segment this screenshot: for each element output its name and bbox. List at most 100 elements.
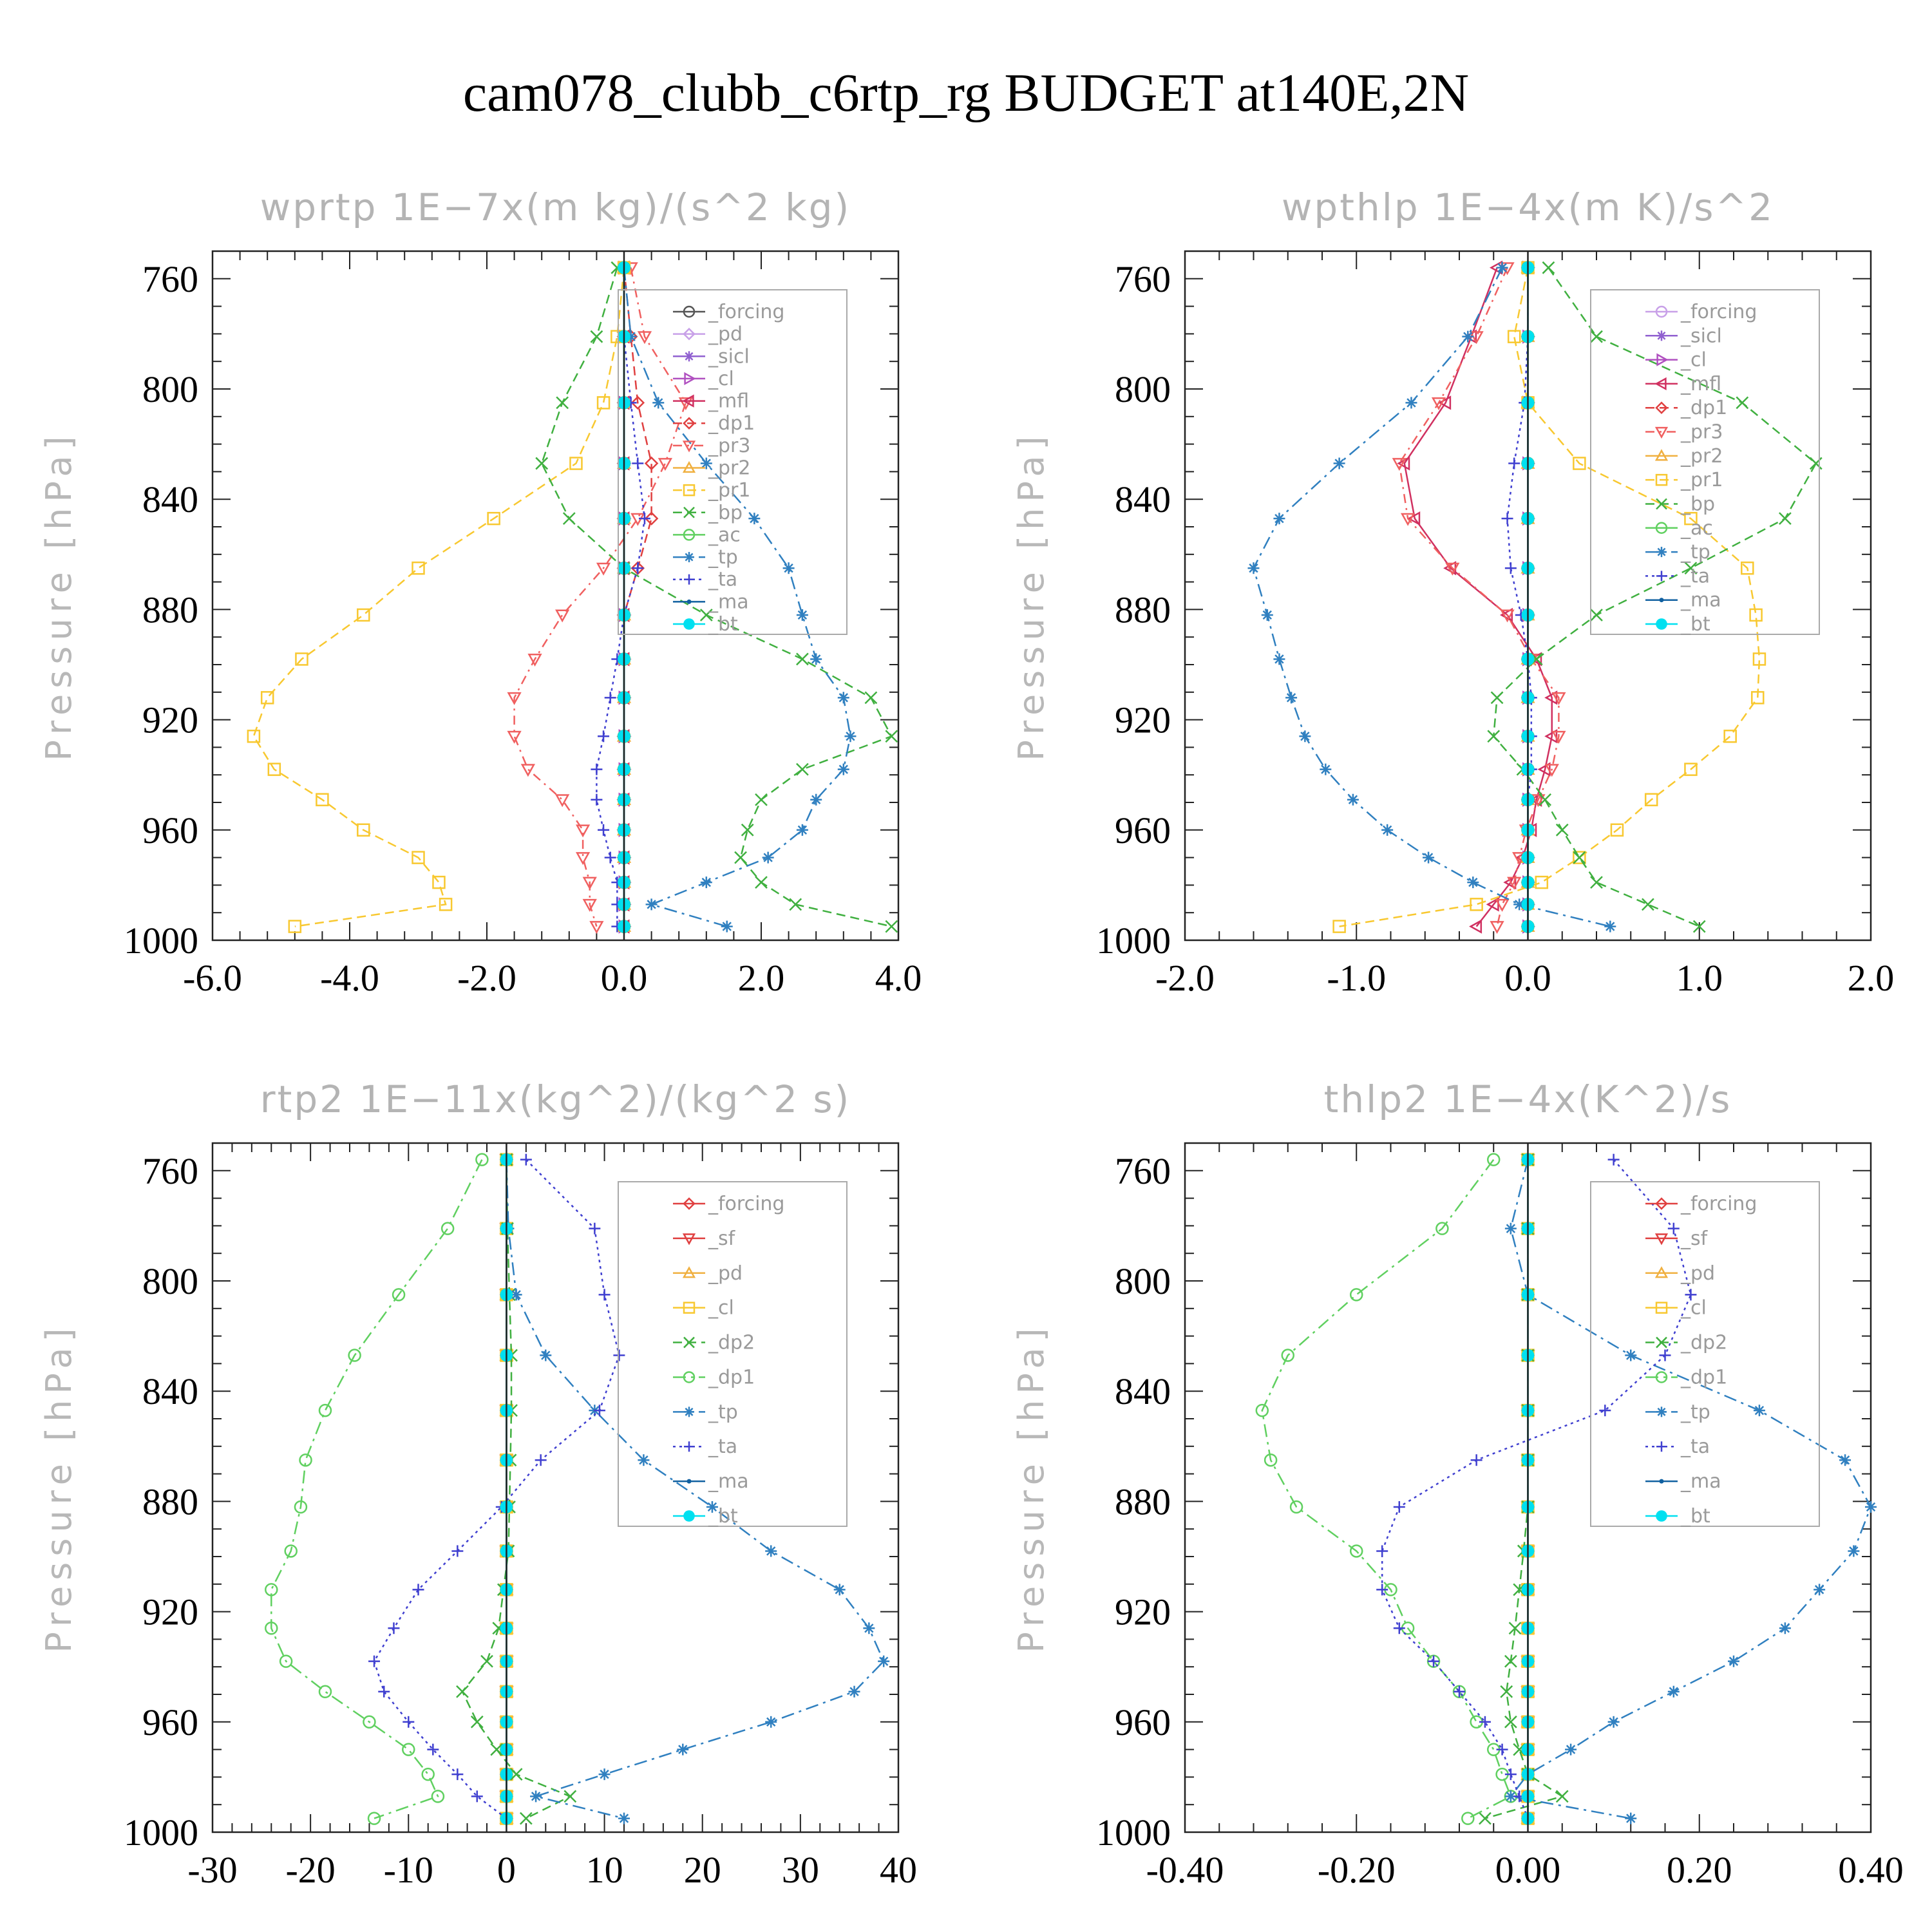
budget-panel-4: thlp2 1E−4x(K^2)/s Pressure [hPa] 760 800 84… (1011, 1077, 1904, 1891)
data-point (604, 851, 616, 864)
data-point (1751, 691, 1765, 705)
legend-label: _mfl (708, 390, 749, 413)
x-tick-label: 2.0 (738, 957, 785, 999)
data-point (480, 1654, 493, 1668)
data-point (1544, 690, 1558, 705)
data-point (402, 1716, 415, 1728)
y-tick-label: 880 (142, 1481, 198, 1522)
y-axis-label: Pressure [hPa] (39, 430, 79, 761)
x-tick-label: -0.20 (1318, 1849, 1396, 1891)
data-point (1531, 794, 1546, 808)
series-group (247, 260, 898, 934)
legend-entry: _sicl (1645, 325, 1722, 347)
legend-entry: _sf (1645, 1227, 1709, 1250)
data-point (440, 1222, 455, 1235)
plot-frame (211, 1142, 900, 1833)
plot-frame (211, 250, 900, 942)
data-point (1401, 513, 1416, 526)
data-point (632, 457, 644, 469)
data-point (1289, 1500, 1303, 1514)
data-point (1565, 1743, 1577, 1756)
legend-entry: _pd (1645, 1262, 1715, 1285)
data-point (1435, 1222, 1449, 1235)
data-point (530, 1790, 542, 1803)
data-point (630, 395, 645, 410)
legend-label: _sicl (708, 345, 750, 368)
data-point (789, 898, 802, 911)
data-point (1684, 562, 1698, 575)
y-tick-label: 840 (1115, 1370, 1171, 1412)
legend-label: _bt (1680, 613, 1710, 636)
data-point (1281, 1349, 1294, 1362)
y-tick-label: 880 (1115, 1481, 1171, 1522)
data-point (1347, 793, 1359, 806)
data-point (1752, 652, 1766, 666)
data-point (1264, 1453, 1278, 1467)
data-point (644, 456, 659, 471)
legend-entry: _dp1 (673, 412, 755, 435)
legend-entry: _cl (1645, 349, 1707, 372)
data-point (699, 609, 713, 621)
data-point (1467, 876, 1479, 889)
data-point (765, 1545, 777, 1557)
panel-title: wprtp 1E−7x(m kg)/(s^2 kg) (260, 185, 851, 229)
legend-label: _sf (708, 1227, 736, 1250)
data-point (1537, 762, 1551, 777)
data-point (284, 1544, 298, 1558)
data-point (247, 730, 261, 743)
data-point (1487, 1153, 1501, 1166)
legend-entry: _ta (673, 1435, 737, 1458)
legend-entry: _ma (673, 1470, 749, 1493)
data-point (1332, 920, 1346, 933)
legend-entry: _pr3 (1645, 421, 1723, 444)
legend-label: _ma (1680, 589, 1721, 612)
data-point (1407, 511, 1421, 526)
series-line (1339, 267, 1761, 927)
series-dp1 (1255, 1153, 1518, 1825)
legend: _forcing_pd_sicl_cl_mfl_dp1_pr3_pr2_pr1_… (618, 289, 848, 636)
data-point (598, 730, 610, 743)
legend-entry: _bp (1645, 493, 1715, 515)
data-point (1684, 762, 1698, 776)
series-pr1 (247, 261, 631, 933)
data-point (837, 692, 849, 704)
data-point (535, 1454, 547, 1466)
y-tick-label: 1000 (124, 920, 198, 961)
data-point (658, 458, 673, 471)
data-point (1555, 823, 1569, 837)
data-point (762, 851, 774, 864)
data-point (1555, 1790, 1569, 1803)
legend-entry: _tp (1645, 541, 1710, 564)
data-point (755, 793, 768, 806)
data-point (392, 1288, 406, 1302)
data-point (1610, 823, 1624, 837)
x-tick-label: 0.40 (1838, 1849, 1904, 1891)
x-tick-label: -6.0 (183, 957, 242, 999)
data-point (1438, 395, 1452, 410)
series-line (1403, 267, 1553, 927)
y-tick-label: 880 (1115, 589, 1171, 630)
data-point (564, 1790, 577, 1803)
data-point (451, 1768, 464, 1781)
legend-label: _bp (1680, 493, 1715, 515)
data-point (575, 824, 591, 838)
data-point (348, 1349, 361, 1362)
data-point (1392, 458, 1406, 471)
legend-entry: _ac (1645, 517, 1713, 540)
data-point (1667, 1685, 1680, 1698)
data-point (1749, 608, 1763, 622)
legend: _forcing _sf _pd _cl _dp2 _dp1 _tp _ta _ma _bt (1590, 1181, 1820, 1528)
data-point (412, 851, 425, 864)
data-point (1490, 921, 1504, 934)
series-group (265, 1152, 890, 1826)
data-point (1504, 1715, 1517, 1728)
data-point (637, 331, 652, 345)
legend-entry: _pd (673, 323, 743, 346)
y-tick-label: 840 (142, 478, 198, 520)
data-point (1428, 1655, 1440, 1667)
legend-label: _pr2 (708, 457, 750, 480)
legend-label: _ta (708, 569, 737, 591)
data-point (260, 691, 274, 705)
data-point (1273, 653, 1285, 665)
series-pr3 (507, 262, 693, 934)
